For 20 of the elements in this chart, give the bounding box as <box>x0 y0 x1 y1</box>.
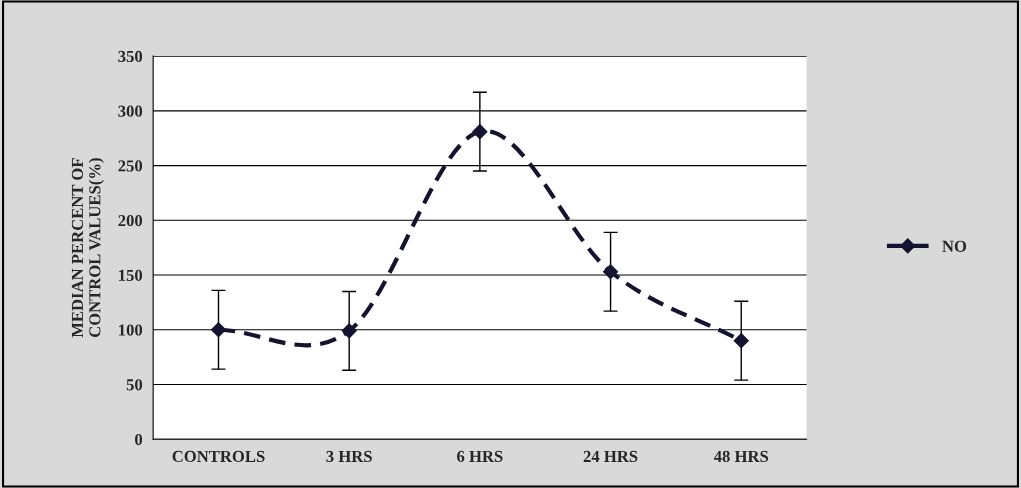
x-tick-label: 3 HRS <box>326 450 372 463</box>
y-tick-label: 150 <box>119 269 143 281</box>
y-tick-label: 350 <box>118 50 143 63</box>
x-tick-label: 48 HRS <box>713 450 769 463</box>
point <box>210 322 227 338</box>
legend-label: NO <box>942 240 967 252</box>
point <box>341 323 357 339</box>
y-tick-label: 200 <box>118 215 143 227</box>
point <box>602 264 619 280</box>
y-tick-label: 300 <box>118 105 143 117</box>
y-tick-label: 0 <box>135 433 143 446</box>
x-tick-label: 24 HRS <box>583 450 638 463</box>
y-tick-label: 50 <box>126 379 143 391</box>
y-tick-label: 250 <box>118 160 143 172</box>
point <box>733 333 749 349</box>
x-tick-label: 6 HRS <box>457 450 503 463</box>
y-tick-label: 100 <box>119 324 143 336</box>
y-axis-title: MEDIAN PERCENT OF CONTROL VALUES(%) <box>71 158 104 338</box>
point <box>472 124 488 140</box>
x-tick-label: CONTROLS <box>172 450 265 463</box>
